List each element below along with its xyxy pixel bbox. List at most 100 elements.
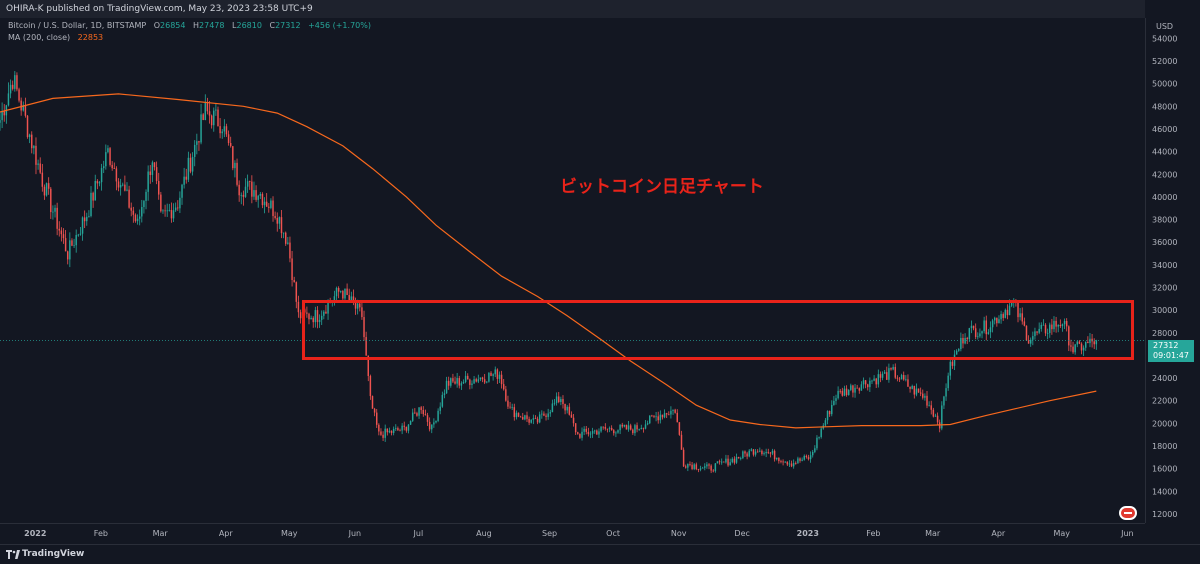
candle-body xyxy=(972,325,975,329)
candle-body xyxy=(62,234,65,239)
x-tick-label: Jun xyxy=(348,529,362,538)
candle-body xyxy=(363,317,365,338)
candle-body xyxy=(422,410,425,415)
candle-body xyxy=(486,381,488,383)
candle-body xyxy=(572,417,575,424)
candle-body xyxy=(395,428,397,429)
candle-body xyxy=(684,466,687,468)
candle-body xyxy=(545,415,547,417)
candle-body xyxy=(107,148,109,153)
candle-body xyxy=(407,424,410,431)
candle-body xyxy=(1027,340,1030,344)
candle-body xyxy=(930,405,932,410)
candle-body xyxy=(623,424,626,427)
candle-body xyxy=(1095,340,1098,345)
candle-body xyxy=(73,245,75,247)
candle-body xyxy=(450,378,452,386)
candle-body xyxy=(867,384,869,388)
candle-body xyxy=(327,302,329,314)
candle-body xyxy=(1044,324,1047,334)
candle-body xyxy=(388,430,391,433)
candle-body xyxy=(996,317,998,324)
candle-body xyxy=(344,288,346,299)
candle-body xyxy=(583,428,585,432)
economic-event-icon[interactable] xyxy=(1119,506,1137,520)
candle-body xyxy=(803,455,805,460)
x-tick-label: Sep xyxy=(542,529,557,538)
candle-body xyxy=(676,412,679,423)
candle-body xyxy=(632,429,634,434)
candle-body xyxy=(771,450,774,454)
candle-body xyxy=(128,189,130,208)
candle-body xyxy=(900,375,903,380)
candle-body xyxy=(488,372,490,382)
candle-body xyxy=(526,415,528,419)
candle-body xyxy=(466,375,469,380)
candle-body xyxy=(213,110,215,126)
candle-body xyxy=(371,396,374,409)
candle-body xyxy=(314,310,317,323)
candle-body xyxy=(348,294,350,301)
candle-body xyxy=(172,210,175,219)
candle-body xyxy=(748,450,750,457)
candle-body xyxy=(397,428,399,431)
candle-body xyxy=(447,380,450,386)
candle-body xyxy=(968,328,971,340)
candle-body xyxy=(892,367,894,370)
candle-body xyxy=(799,458,801,461)
candle-body xyxy=(505,389,507,401)
candle-body xyxy=(479,377,482,380)
candle-body xyxy=(420,407,422,411)
candle-body xyxy=(405,426,408,431)
candle-body xyxy=(864,380,867,385)
candle-body xyxy=(1093,341,1095,345)
candle-body xyxy=(547,413,549,417)
candle-body xyxy=(993,317,996,321)
candle-body xyxy=(811,451,814,456)
candle-body xyxy=(695,464,698,470)
candle-body xyxy=(775,457,778,460)
candle-body xyxy=(888,368,890,380)
candle-body xyxy=(1091,338,1093,342)
candle-body xyxy=(958,349,960,351)
candle-body xyxy=(682,449,685,467)
candle-body xyxy=(100,168,103,183)
candle-body xyxy=(869,380,871,388)
candle-body xyxy=(187,157,190,180)
open-value: 26854 xyxy=(160,21,186,30)
x-tick-label: Apr xyxy=(991,529,1006,538)
candle-body xyxy=(610,427,613,431)
candle-body xyxy=(964,338,966,344)
candle-body xyxy=(1059,324,1062,327)
candle-body xyxy=(877,374,880,385)
candle-body xyxy=(33,145,35,149)
candle-body xyxy=(454,381,456,384)
candle-body xyxy=(411,412,414,421)
candle-body xyxy=(390,430,393,433)
candle-body xyxy=(50,188,52,213)
candle-body xyxy=(704,466,706,468)
candle-body xyxy=(443,393,446,395)
candle-body xyxy=(342,291,344,299)
x-tick-label: Apr xyxy=(219,529,234,538)
candle-body xyxy=(124,184,126,191)
candle-body xyxy=(915,388,918,395)
candle-body xyxy=(1025,325,1028,341)
candle-body xyxy=(170,209,173,219)
candle-body xyxy=(879,374,882,378)
last-price-badge: 27312 09:01:47 xyxy=(1148,340,1194,362)
candle-body xyxy=(83,217,86,222)
candle-body xyxy=(763,453,765,455)
candle-body xyxy=(191,156,194,172)
candle-body xyxy=(456,378,458,384)
candle-body xyxy=(356,303,359,309)
candle-body xyxy=(985,320,988,335)
candle-body xyxy=(350,296,353,301)
candle-body xyxy=(92,192,94,201)
candle-body xyxy=(378,424,380,432)
x-tick-label: Feb xyxy=(866,529,880,538)
candle-body xyxy=(593,430,596,432)
candle-body xyxy=(369,375,372,397)
candle-body xyxy=(316,310,319,323)
